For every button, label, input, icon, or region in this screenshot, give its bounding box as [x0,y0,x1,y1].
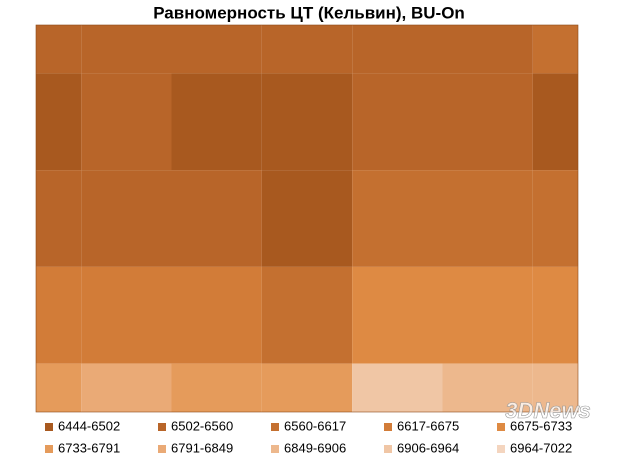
contour-cell [352,363,443,412]
legend-swatch [45,423,53,431]
contour-cell [532,73,578,171]
contour-cell [261,170,353,267]
contour-cell [171,170,262,267]
legend-label: 6791-6849 [171,440,233,455]
contour-cell [352,266,443,364]
contour-cell [171,266,262,364]
contour-cell [261,73,353,171]
contour-cell [352,25,443,74]
contour-cell [36,73,82,171]
contour-cell [352,170,443,267]
contour-cell [171,363,262,412]
contour-cell [532,25,578,74]
contour-cell [81,363,172,412]
contour-cell [532,266,578,364]
legend-swatch [158,445,166,453]
legend-label: 6964-7022 [510,440,572,455]
contour-cell [442,25,533,74]
legend-label: 6675-6733 [510,418,572,433]
contour-cell [261,266,353,364]
contour-cell [442,363,533,412]
plot-area [35,24,579,413]
legend-swatch [158,423,166,431]
legend-swatch [497,445,505,453]
contour-cell [36,266,82,364]
legend-label: 6502-6560 [171,418,233,433]
contour-cell [81,73,172,171]
contour-cell [171,25,262,74]
contour-cell [442,266,533,364]
contour-cell [261,363,353,412]
legend: 6444-6502 6502-6560 6560-6617 6617-6675 6675… [45,418,572,455]
legend-label: 6849-6906 [284,440,346,455]
legend-label: 6444-6502 [58,418,120,433]
contour-cell [36,25,82,74]
legend-label: 6733-6791 [58,440,120,455]
legend-swatch [45,445,53,453]
contour-cell [442,170,533,267]
legend-swatch [497,423,505,431]
contour-cell [36,170,82,267]
contour-cell [36,363,82,412]
legend-swatch [384,423,392,431]
contour-cell [261,25,353,74]
contour-cell [352,73,443,171]
legend-label: 6617-6675 [397,418,459,433]
legend-swatch [384,445,392,453]
chart-title: Равномерность ЦТ (Кельвин), BU-On [153,3,465,22]
contour-cell [532,363,578,412]
legend-swatch [271,445,279,453]
legend-swatch [271,423,279,431]
contour-cell [442,73,533,171]
contour-cell [81,25,172,74]
watermark: 3DNews [505,398,591,423]
contour-cell [171,73,262,171]
legend-label: 6906-6964 [397,440,459,455]
contour-cell [532,170,578,267]
plot-border [35,24,579,413]
contour-cell [81,266,172,364]
legend-label: 6560-6617 [284,418,346,433]
contour-cell [81,170,172,267]
